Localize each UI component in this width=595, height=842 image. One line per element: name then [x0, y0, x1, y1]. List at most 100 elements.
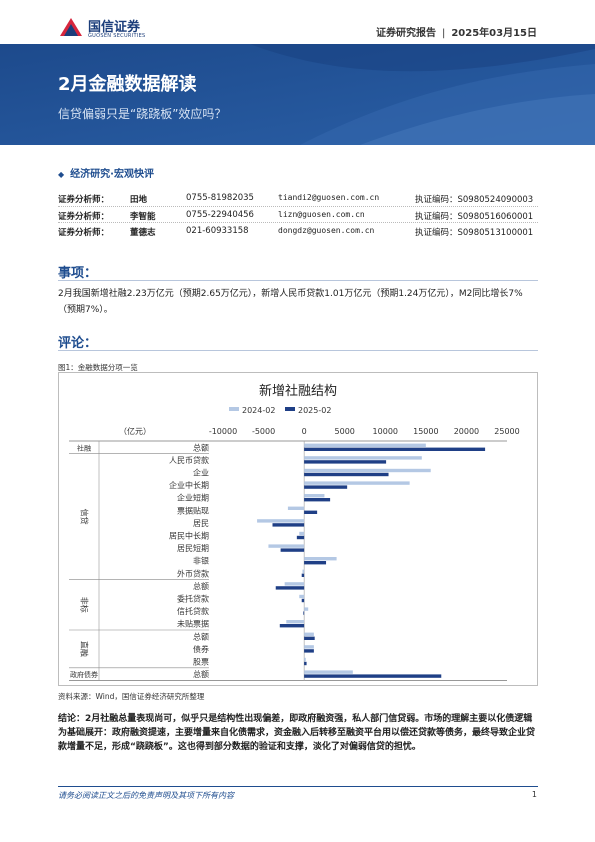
bar [268, 544, 305, 548]
bar [299, 531, 305, 536]
bar [304, 485, 348, 489]
category-label: 经济研究·宏观快评 [70, 169, 154, 180]
bar [304, 468, 431, 473]
financing-structure-chart: 新增社融结构 2024-02 2025-02 （亿元） -10000 -5000 0 5000… [69, 383, 520, 681]
category-label: 股票 [193, 658, 209, 667]
logo-cn-text: 国信证券 [88, 20, 141, 35]
category-label: 居民中长期 [169, 531, 209, 541]
category-label: 企业短期 [177, 493, 209, 503]
analyst-row: 证券分析师： 董德志 021-60933158 dongdz@guosen.co… [58, 222, 538, 238]
event-text: 2月我国新增社融2.23万亿元（预期2.65万亿元），新增人民币贷款1.01万亿… [58, 289, 523, 315]
bar [304, 456, 422, 460]
category-label: 信托贷款 [177, 606, 209, 616]
x-tick-label: 20000 [454, 427, 479, 436]
analyst-cert: 执证编码：S0980513100001 [415, 228, 534, 238]
comment-divider [58, 350, 538, 351]
x-tick-label: -5000 [252, 427, 275, 436]
report-date: 2025年03月15日 [451, 28, 537, 39]
conclusion-text: 结论：2月社融总量表现尚可，似乎只是结构性出现偏差，即政府融资强，私人部门信贷弱… [58, 714, 536, 752]
page-subtitle: 信贷偏弱只是“跷跷板”效应吗？ [58, 107, 227, 121]
category-label: 居民短期 [177, 543, 209, 553]
category-label: 居民 [193, 519, 209, 528]
analyst-row: 证券分析师： 田地 0755-81982035 tiandi2@guosen.c… [58, 190, 538, 206]
category-label: 总额 [193, 581, 209, 591]
analyst-role: 证券分析师： [58, 212, 110, 222]
bar [304, 645, 314, 649]
x-tick-label: -10000 [209, 427, 237, 436]
legend-swatch [229, 407, 239, 411]
analyst-cert: 执证编码：S0980516060001 [415, 212, 534, 222]
logo-en-text: GUOSEN SECURITIES [88, 33, 146, 39]
group-label: 直融 [80, 641, 90, 657]
bar [304, 632, 314, 636]
category-label: 债券 [193, 644, 209, 654]
bar [304, 674, 442, 678]
legend-label: 2024-02 [242, 406, 275, 415]
analyst-cert: 执证编码：S0980524090003 [415, 195, 534, 205]
bar [304, 649, 314, 653]
banner-decoration [0, 44, 595, 145]
title-banner [0, 44, 595, 145]
unit-label: （亿元） [119, 426, 151, 436]
category-label: 总额 [193, 669, 209, 679]
chart-frame: 新增社融结构 2024-02 2025-02 （亿元） -10000 -5000 0 5000… [58, 372, 538, 686]
figure-source: 资料来源：Wind，国信证券经济研究所整理 [58, 692, 205, 701]
bar [304, 661, 307, 666]
x-tick-label: 15000 [413, 427, 438, 436]
bar [279, 624, 305, 628]
category-label: 非银 [193, 556, 209, 566]
report-type: 证券研究报告 [375, 28, 436, 39]
analyst-name: 董德志 [130, 228, 156, 238]
analyst-email[interactable]: lizn@guosen.com.cn [278, 210, 365, 219]
analyst-phone: 0755-22940456 [186, 210, 254, 220]
analyst-name: 田地 [130, 195, 148, 205]
bar [284, 582, 305, 586]
category-label: 人民币贷款 [169, 455, 209, 465]
analyst-email[interactable]: tiandi2@guosen.com.cn [278, 193, 380, 202]
category-label: 企业 [193, 468, 209, 478]
category-label: 未贴票据 [177, 619, 209, 629]
legend-swatch [285, 407, 295, 411]
event-heading: 事项： [58, 266, 98, 281]
bar [303, 611, 305, 615]
bar [304, 472, 389, 477]
bar [304, 636, 315, 640]
bar [296, 535, 305, 540]
bar [304, 557, 337, 561]
diamond-icon: ◆ [58, 170, 65, 179]
bar [304, 510, 318, 514]
bar [304, 657, 306, 662]
report-meta: 证券研究报告 | 2025年03月15日 [376, 24, 537, 39]
bar [302, 569, 305, 573]
guosen-logo-icon [60, 18, 82, 36]
group-label: 政府债券 [70, 670, 98, 679]
bar [280, 548, 305, 552]
bar [304, 494, 325, 498]
figure-caption: 图1：金融数据分项一览 [58, 363, 138, 372]
footer-divider [58, 786, 538, 787]
analyst-name: 李智能 [130, 212, 156, 222]
bar [304, 443, 426, 447]
bar [304, 447, 486, 451]
bar [301, 598, 305, 603]
category-label: 总额 [193, 442, 209, 452]
bar [272, 523, 305, 527]
comment-heading: 评论： [58, 336, 98, 351]
chart-title: 新增社融结构 [259, 383, 337, 399]
analyst-table: 证券分析师： 田地 0755-81982035 tiandi2@guosen.c… [58, 190, 538, 238]
bar [287, 506, 305, 510]
category-label: 票据贴现 [177, 505, 209, 515]
bar [275, 586, 305, 590]
group-label: 非标 [80, 597, 90, 613]
bar [257, 519, 305, 523]
meta-separator: | [441, 28, 446, 39]
category-label: 委托贷款 [177, 594, 209, 604]
footer-disclaimer: 请务必阅读正文之后的免责声明及其项下所有内容 [58, 791, 234, 800]
analyst-email[interactable]: dongdz@guosen.com.cn [278, 226, 375, 235]
group-label: 信贷 [80, 509, 90, 525]
page-number: 1 [531, 790, 537, 799]
analyst-phone: 021-60933158 [186, 226, 249, 236]
bar [304, 607, 309, 611]
group-label: 社融 [77, 443, 91, 452]
legend-label: 2025-02 [298, 406, 331, 415]
